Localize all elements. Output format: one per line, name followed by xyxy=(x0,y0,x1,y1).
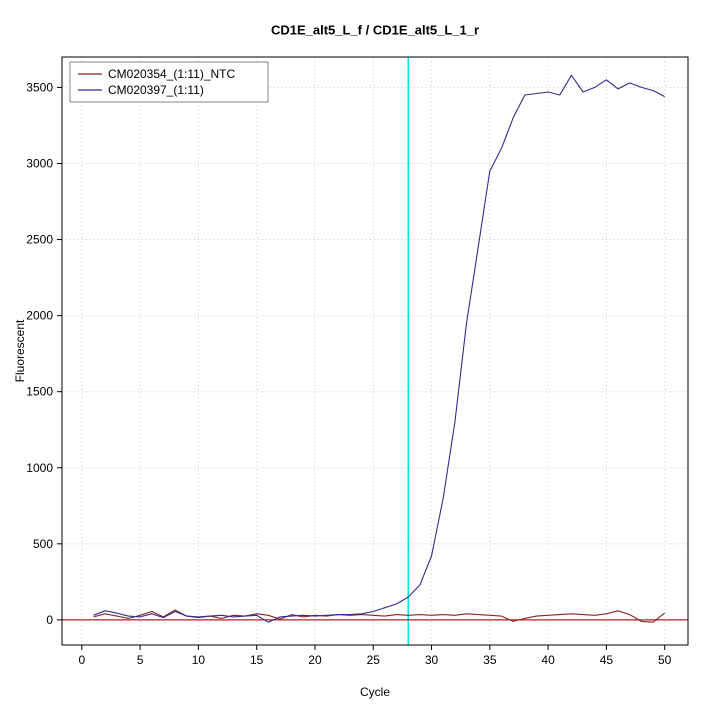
x-tick-label: 15 xyxy=(250,653,264,667)
y-axis-label: Fluorescent xyxy=(13,319,27,383)
y-tick-label: 2000 xyxy=(26,309,53,323)
x-tick-label: 20 xyxy=(308,653,322,667)
legend-label: CM020397_(1:11) xyxy=(108,83,204,97)
y-tick-label: 2500 xyxy=(26,233,53,247)
x-tick-label: 25 xyxy=(367,653,381,667)
series-line-1 xyxy=(93,74,665,623)
x-tick-label: 35 xyxy=(483,653,497,667)
y-tick-label: 1000 xyxy=(26,461,53,475)
gridlines xyxy=(62,57,688,645)
x-tick-label: 40 xyxy=(541,653,555,667)
y-tick-label: 0 xyxy=(46,613,53,627)
x-tick-label: 10 xyxy=(192,653,206,667)
legend-label: CM020354_(1:11)_NTC xyxy=(108,67,236,81)
y-tick-label: 1500 xyxy=(26,385,53,399)
chart-title: CD1E_alt5_L_f / CD1E_alt5_L_1_r xyxy=(270,22,480,38)
axis-ticks: 0 5 10 15 20 25 30 35 40 45 5005001000150020002500… xyxy=(26,80,671,667)
x-tick-label: 30 xyxy=(425,653,439,667)
x-tick-label: 45 xyxy=(600,653,614,667)
x-tick-label: 50 xyxy=(658,653,672,667)
y-tick-label: 3000 xyxy=(26,156,53,170)
legend: CM020354_(1:11)_NTC CM020397_(1:11) xyxy=(69,61,269,103)
legend-box xyxy=(69,61,269,103)
plot-frame xyxy=(61,56,689,646)
x-tick-label: 5 xyxy=(137,653,144,667)
x-tick-label: 0 xyxy=(78,653,85,667)
y-tick-label: 3500 xyxy=(26,80,53,94)
y-tick-label: 500 xyxy=(33,537,53,551)
x-axis-label: Cycle xyxy=(359,685,391,699)
